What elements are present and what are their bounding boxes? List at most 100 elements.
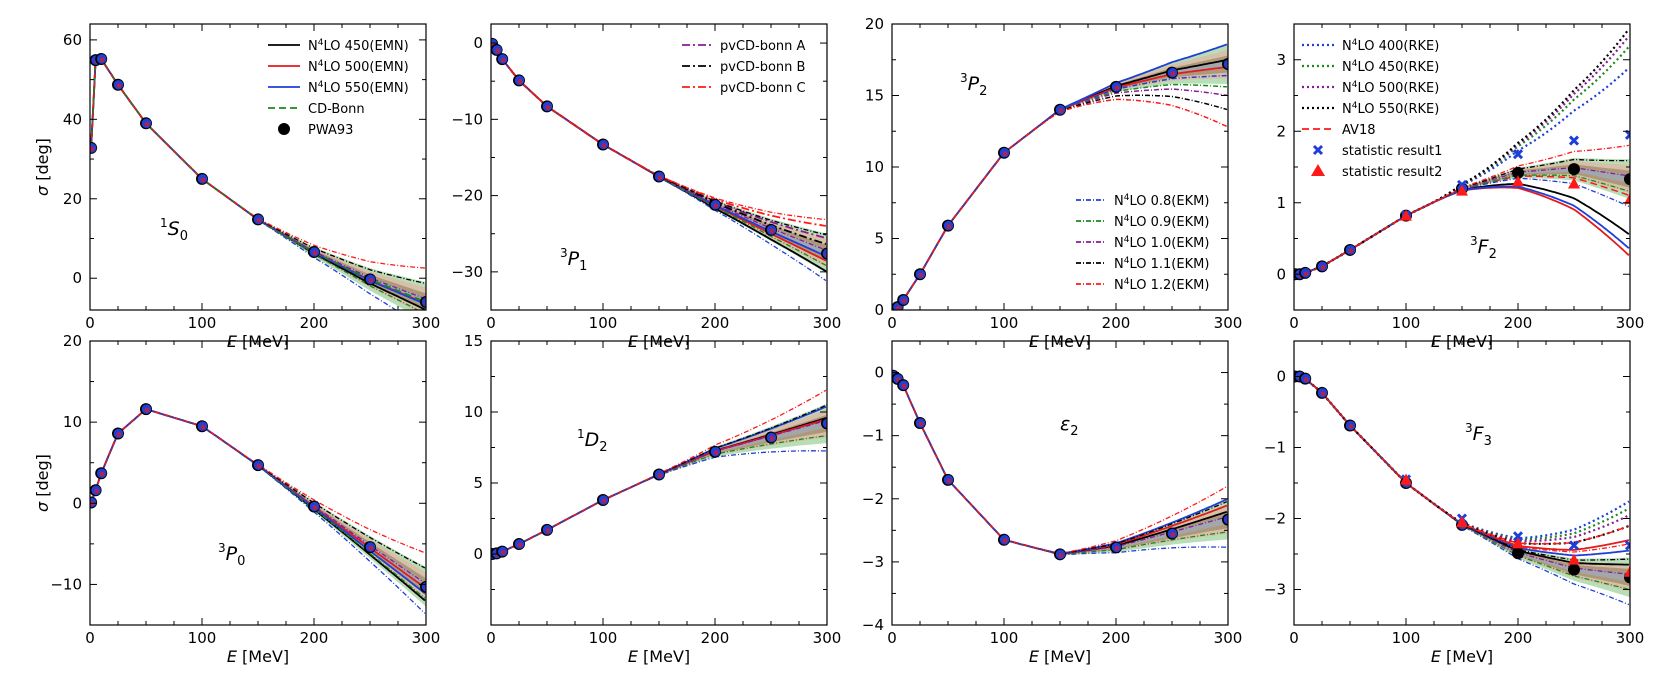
model-point xyxy=(545,104,551,110)
y-tick-label: −20 xyxy=(451,187,483,205)
model-point xyxy=(1058,108,1064,114)
model-point xyxy=(901,383,907,389)
plot-area xyxy=(491,37,827,282)
plot-area xyxy=(90,52,426,310)
model-point xyxy=(424,585,426,591)
model-point xyxy=(601,143,607,149)
curve-emn450 xyxy=(1295,375,1629,566)
statistic-result2-marker xyxy=(1400,473,1412,485)
x-axis-label: E [MeV] xyxy=(227,647,289,666)
model-point xyxy=(144,407,150,413)
x-tick-label: 300 xyxy=(813,629,842,647)
model-point xyxy=(946,224,952,230)
model-point xyxy=(545,528,551,534)
statistic-result2-marker xyxy=(1512,175,1524,187)
model-point xyxy=(200,424,206,430)
x-tick-label: 200 xyxy=(300,314,329,332)
x-tick-label: 200 xyxy=(1102,629,1131,647)
legend-label: N4LO 1.0(EKM) xyxy=(1114,235,1209,251)
y-tick-label: −10 xyxy=(451,110,483,128)
uncertainty-band xyxy=(202,178,426,307)
model-point xyxy=(1226,62,1228,68)
model-point xyxy=(500,57,506,63)
model-point xyxy=(517,78,523,84)
legend-marker xyxy=(1312,144,1324,156)
legend-label: N4LO 550(EMN) xyxy=(308,80,409,96)
legend-label: pvCD-bonn B xyxy=(720,60,805,75)
y-tick-label: 20 xyxy=(63,190,82,208)
plot-area xyxy=(1294,370,1630,606)
model-point xyxy=(116,83,122,89)
y-tick-label: 0 xyxy=(72,494,82,512)
curve-extra0 xyxy=(492,450,826,555)
legend-label: statistic result1 xyxy=(1342,144,1442,159)
model-point xyxy=(657,175,663,181)
statistic-result1-marker xyxy=(1512,531,1524,542)
model-point xyxy=(368,277,374,283)
axes-frame xyxy=(1293,340,1631,626)
x-tick-label: 300 xyxy=(1616,314,1645,332)
y-tick-label: −1 xyxy=(1264,439,1286,457)
y-tick-label: 0 xyxy=(473,34,483,52)
legend-marker xyxy=(1311,164,1325,176)
legend-label: pvCD-bonn A xyxy=(720,39,806,54)
y-tick-label: 0 xyxy=(1276,368,1286,386)
model-point xyxy=(901,298,907,304)
curve-extra0 xyxy=(491,43,827,282)
axes-frame xyxy=(891,340,1229,626)
x-tick-label: 0 xyxy=(1289,314,1299,332)
legend-label: N4LO 1.1(EKM) xyxy=(1114,256,1209,272)
curve-extra0 xyxy=(90,408,426,614)
pwa93-point xyxy=(1512,166,1524,179)
curve-rke450 xyxy=(1295,375,1630,541)
y-tick-label: 0 xyxy=(1276,265,1286,283)
y-axis-label: σ [deg] xyxy=(33,138,52,196)
statistic-result1-marker xyxy=(1568,540,1580,551)
panel-label: ε2 xyxy=(1060,413,1079,439)
curve-extra3 xyxy=(1295,375,1629,561)
model-point xyxy=(769,228,775,234)
curve-extra1 xyxy=(892,375,1227,556)
model-point xyxy=(1170,531,1176,537)
y-tick-label: 10 xyxy=(63,413,82,431)
x-tick-label: 200 xyxy=(300,629,329,647)
model-point xyxy=(657,472,663,478)
legend-label: CD-Bonn xyxy=(308,102,365,117)
x-axis-label: E [MeV] xyxy=(1029,647,1091,666)
x-tick-label: 0 xyxy=(85,629,95,647)
y-tick-label: 15 xyxy=(865,87,884,105)
model-point xyxy=(1114,85,1120,91)
curve-extra4 xyxy=(90,408,426,554)
y-tick-label: 0 xyxy=(473,545,483,563)
statistic-result2-marker xyxy=(1400,209,1412,221)
x-tick-label: 300 xyxy=(1214,314,1243,332)
pwa93-point xyxy=(1624,173,1630,186)
x-tick-label: 300 xyxy=(412,629,441,647)
y-tick-label: 3 xyxy=(1276,51,1286,69)
model-point xyxy=(1002,538,1008,544)
y-tick-label: −2 xyxy=(862,490,884,508)
model-point xyxy=(1348,423,1354,429)
pwa93-point xyxy=(1568,163,1580,176)
statistic-result2-marker xyxy=(1568,553,1580,565)
uncertainty-band xyxy=(1004,499,1228,556)
x-tick-label: 100 xyxy=(589,314,618,332)
y-tick-label: −1 xyxy=(862,427,884,445)
y-tick-label: 5 xyxy=(874,230,884,248)
model-point xyxy=(1320,391,1326,397)
y-tick-label: −4 xyxy=(862,616,884,634)
y-tick-label: −2 xyxy=(1264,510,1286,528)
model-point xyxy=(1320,264,1326,270)
model-point xyxy=(1303,271,1309,277)
x-tick-label: 300 xyxy=(1616,629,1645,647)
panel-2: 0 100 200 300 −4 −3 −2 −1 0 E [MeV] ε2 xyxy=(862,340,1242,666)
y-tick-label: 0 xyxy=(72,269,82,287)
legend-label: N4LO 500(RKE) xyxy=(1342,80,1439,96)
legend-label: N4LO 450(EMN) xyxy=(308,38,409,54)
curve-emn550 xyxy=(1295,185,1630,276)
statistic-result2-marker xyxy=(1624,565,1630,577)
statistic-result1-marker xyxy=(1512,149,1524,160)
